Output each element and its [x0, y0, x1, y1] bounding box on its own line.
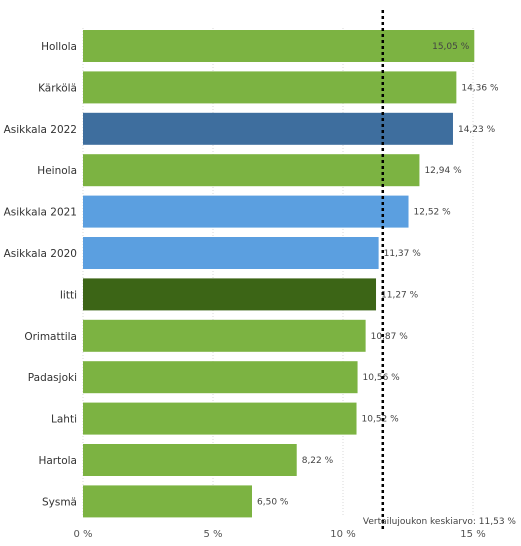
bar [83, 485, 252, 518]
category-label: Kärkölä [38, 82, 77, 94]
data-label: 10,87 % [371, 332, 409, 342]
data-label: 12,94 % [424, 166, 462, 176]
category-label: Orimattila [24, 331, 77, 343]
category-label: Sysmä [42, 496, 77, 508]
grid-lines [82, 28, 474, 516]
x-tick-label: 15 % [460, 529, 485, 540]
data-label: 14,23 % [458, 125, 496, 135]
bar [83, 237, 379, 269]
category-label: Padasjoki [28, 372, 77, 384]
data-label: 10,52 % [362, 415, 400, 425]
category-label: Heinola [37, 165, 77, 177]
x-tick-label: 0 % [73, 529, 92, 540]
reference-line-group: Vertailujoukon keskiarvo: 11,53 % [363, 10, 517, 530]
data-label: 14,36 % [461, 83, 499, 93]
data-label: 8,22 % [302, 456, 334, 466]
bar [83, 361, 358, 394]
bars [83, 30, 475, 518]
category-label: Asikkala 2020 [4, 248, 77, 260]
x-tick-label: 5 % [203, 529, 222, 540]
data-label: 6,50 % [257, 497, 289, 507]
data-label: 15,05 % [432, 42, 470, 52]
data-label: 11,37 % [384, 249, 422, 259]
data-label: 12,52 % [414, 208, 452, 218]
bar [83, 278, 377, 311]
reference-line-label: Vertailujoukon keskiarvo: 11,53 % [363, 517, 517, 527]
category-label: Asikkala 2021 [4, 207, 77, 219]
x-tick-label: 10 % [330, 529, 355, 540]
data-label: 11,27 % [381, 290, 419, 300]
bar [83, 444, 297, 476]
category-label: Lahti [51, 414, 77, 426]
bar [83, 71, 457, 104]
bar [83, 402, 357, 435]
bar [83, 30, 475, 62]
category-label: Iitti [60, 289, 77, 301]
bar [83, 154, 420, 187]
bar [83, 195, 409, 228]
category-label: Asikkala 2022 [4, 124, 77, 136]
bar [83, 319, 366, 352]
category-label: Hartola [38, 455, 77, 467]
labels: 0 % 5 % 10 % 15 % Hollola 15,05 % Kärkölä 14,36… [4, 41, 499, 540]
category-label: Hollola [41, 41, 77, 53]
bar [83, 112, 453, 145]
data-label: 10,56 % [363, 373, 401, 383]
